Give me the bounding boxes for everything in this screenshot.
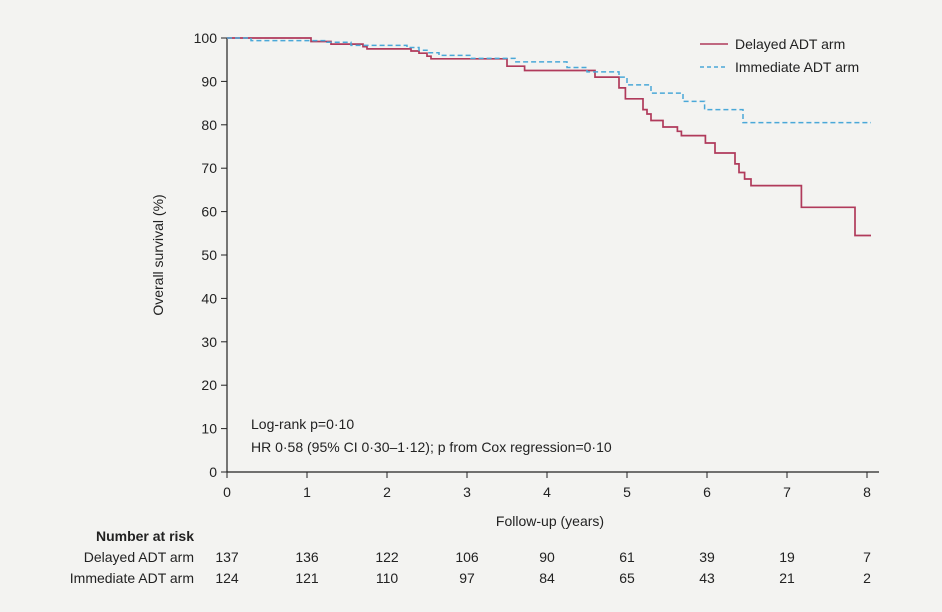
risk-row-label-delayed: Delayed ADT arm [84,549,194,565]
risk-count-immediate: 2 [863,570,871,586]
y-tick-label: 0 [209,464,217,480]
legend-label-delayed: Delayed ADT arm [735,36,845,52]
risk-count-delayed: 106 [455,549,479,565]
risk-count-immediate: 84 [539,570,555,586]
risk-table-title: Number at risk [96,528,194,544]
x-tick-label: 7 [783,484,791,500]
x-tick-label: 3 [463,484,471,500]
legend-label-immediate: Immediate ADT arm [735,59,859,75]
y-tick-label: 70 [201,160,217,176]
y-tick-label: 60 [201,204,217,220]
risk-count-immediate: 65 [619,570,635,586]
y-tick-label: 80 [201,117,217,133]
chart-axes [226,38,879,473]
risk-count-immediate: 21 [779,570,795,586]
risk-count-delayed: 39 [699,549,715,565]
survival-curves [227,37,871,237]
y-tick-label: 100 [194,30,218,46]
x-tick-label: 8 [863,484,871,500]
risk-count-delayed: 61 [619,549,635,565]
risk-table: Number at risk Delayed ADT arm Immediate… [70,528,871,586]
risk-count-immediate: 110 [376,570,399,586]
risk-count-delayed: 7 [863,549,871,565]
annotation-logrank: Log-rank p=0·10 [251,416,354,432]
y-tick-label: 90 [201,73,217,89]
risk-table-cells: 137 136 122 106 90 61 39 19 7 124 121 110 97 84 65 43 21… [215,549,871,586]
risk-count-immediate: 124 [215,570,239,586]
risk-count-delayed: 122 [375,549,399,565]
x-tick-label: 5 [623,484,631,500]
y-tick-label: 20 [201,377,217,393]
y-tick-label: 40 [201,290,217,306]
y-axis-title: Overall survival (%) [150,194,166,315]
x-tick-label: 4 [543,484,551,500]
risk-count-delayed: 90 [539,549,555,565]
y-tick-label: 50 [201,247,217,263]
x-axis-title: Follow-up (years) [496,513,604,529]
risk-count-delayed: 19 [779,549,795,565]
annotation-hazard-ratio: HR 0·58 (95% CI 0·30–1·12); p from Cox r… [251,439,612,455]
risk-row-label-immediate: Immediate ADT arm [70,570,194,586]
risk-count-delayed: 136 [295,549,319,565]
risk-count-immediate: 43 [699,570,715,586]
x-tick-label: 2 [383,484,391,500]
risk-count-delayed: 137 [215,549,239,565]
series-line-immediate [227,37,871,124]
legend: Delayed ADT arm Immediate ADT arm [700,36,859,75]
y-tick-label: 30 [201,334,217,350]
x-tick-label: 1 [303,484,311,500]
x-tick-label: 0 [223,484,231,500]
series-line-delayed [227,37,871,237]
risk-count-immediate: 97 [459,570,475,586]
chart-ticks: 0 10 20 30 40 50 60 70 80 90 100 0 1 2 3 4 5 6 7 8 [194,30,871,500]
risk-count-immediate: 121 [295,570,319,586]
y-tick-label: 10 [201,421,217,437]
x-tick-label: 6 [703,484,711,500]
